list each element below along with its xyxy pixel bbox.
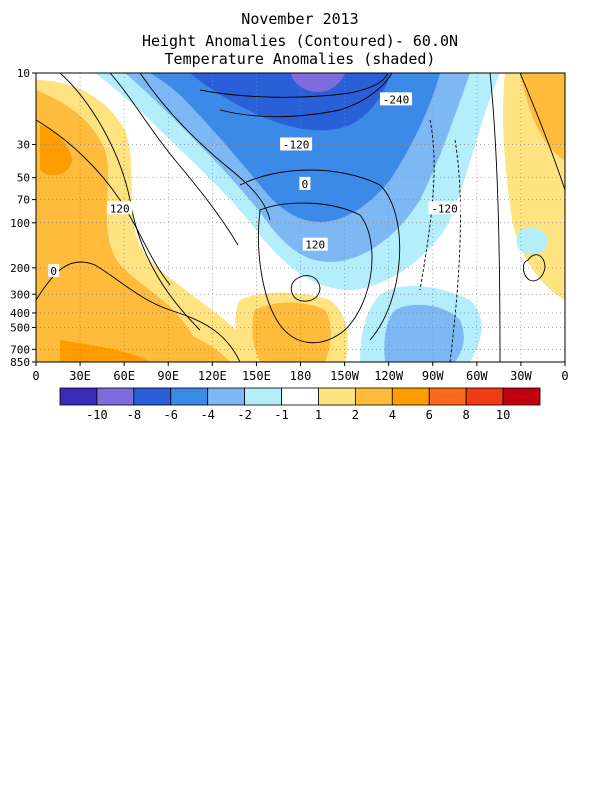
x-tick-label: 30E — [69, 369, 91, 383]
colorbar-swatch — [428, 387, 467, 406]
contour-label-bg — [299, 176, 311, 190]
colorbar-swatch — [465, 387, 504, 406]
contour-labels: -240 -120 -120 0 120 120 0 — [48, 92, 461, 278]
x-tick-label: 30W — [510, 369, 532, 383]
contour-label-bg — [380, 92, 413, 106]
colorbar-label: -2 — [237, 408, 251, 422]
contour-label: -120 — [283, 138, 310, 151]
contour-label: -120 — [431, 202, 458, 215]
height-contours — [36, 73, 565, 362]
y-tick-label: 30 — [17, 138, 30, 151]
colorbar-label: 4 — [389, 408, 396, 422]
x-tick-label: 120E — [198, 369, 227, 383]
contour-label-bg — [48, 264, 60, 278]
colorbar-swatch — [170, 387, 209, 406]
y-tick-label: 850 — [10, 356, 30, 369]
colorbar-swatch — [96, 387, 135, 406]
x-tick-label: 90E — [157, 369, 179, 383]
colorbar-label: 1 — [315, 408, 322, 422]
colorbar-swatch — [244, 387, 282, 406]
contour-label-bg — [428, 201, 461, 215]
colorbar: -10 -8 -6 -4 -2 -1 1 2 4 6 8 10 — [59, 387, 541, 422]
y-tick-label: 300 — [10, 288, 30, 301]
contour-label: 0 — [50, 265, 57, 278]
chart-subtitle-temperature: Temperature Anomalies (shaded) — [164, 50, 436, 68]
y-tick-label: 100 — [10, 217, 30, 230]
x-tick-label: 60W — [466, 369, 488, 383]
x-axis-ticks: 0 30E 60E 90E 120E 150E 180 150W 120W 90W 60W 30W 0 — [32, 362, 569, 383]
contour-label-bg — [107, 201, 133, 215]
x-tick-label: 0 — [32, 369, 39, 383]
contour-label: 120 — [305, 239, 325, 252]
colorbar-swatch — [133, 387, 172, 406]
colorbar-label: 2 — [352, 408, 359, 422]
x-tick-label: 180 — [290, 369, 312, 383]
y-tick-label: 500 — [10, 321, 30, 334]
x-tick-label: 120W — [374, 369, 404, 383]
colorbar-label: -8 — [127, 408, 141, 422]
y-tick-label: 700 — [10, 343, 30, 356]
contour-label: 120 — [110, 202, 130, 215]
colorbar-swatch — [318, 387, 356, 406]
colorbar-swatch — [354, 387, 393, 406]
x-tick-label: 0 — [561, 369, 568, 383]
contour-label-bg — [280, 137, 313, 151]
contour-label: 0 — [302, 178, 309, 191]
x-tick-label: 60E — [113, 369, 135, 383]
chart-title: November 2013 — [241, 10, 359, 28]
colorbar-swatch — [391, 387, 430, 406]
x-tick-label: 150W — [330, 369, 360, 383]
y-tick-label: 50 — [17, 172, 30, 185]
colorbar-swatch — [59, 387, 98, 406]
y-tick-label: 400 — [10, 307, 30, 320]
colorbar-label: -4 — [200, 408, 214, 422]
chart-subtitle-height: Height Anomalies (Contoured)- 60.0N — [141, 32, 459, 50]
colorbar-label: -1 — [274, 408, 288, 422]
colorbar-swatch — [502, 387, 541, 406]
y-tick-label: 70 — [17, 194, 30, 207]
colorbar-swatch — [207, 387, 246, 406]
x-tick-label: 90W — [422, 369, 444, 383]
contour-label: -240 — [383, 93, 410, 106]
y-tick-label: 200 — [10, 262, 30, 275]
colorbar-label: 10 — [496, 408, 510, 422]
colorbar-label: 6 — [426, 408, 433, 422]
colorbar-label: 8 — [463, 408, 470, 422]
x-tick-label: 150E — [242, 369, 271, 383]
colorbar-label: -10 — [86, 408, 108, 422]
contour-label-bg — [302, 237, 328, 251]
colorbar-label: -6 — [164, 408, 178, 422]
y-tick-label: 10 — [17, 67, 30, 80]
colorbar-swatch — [281, 387, 319, 406]
